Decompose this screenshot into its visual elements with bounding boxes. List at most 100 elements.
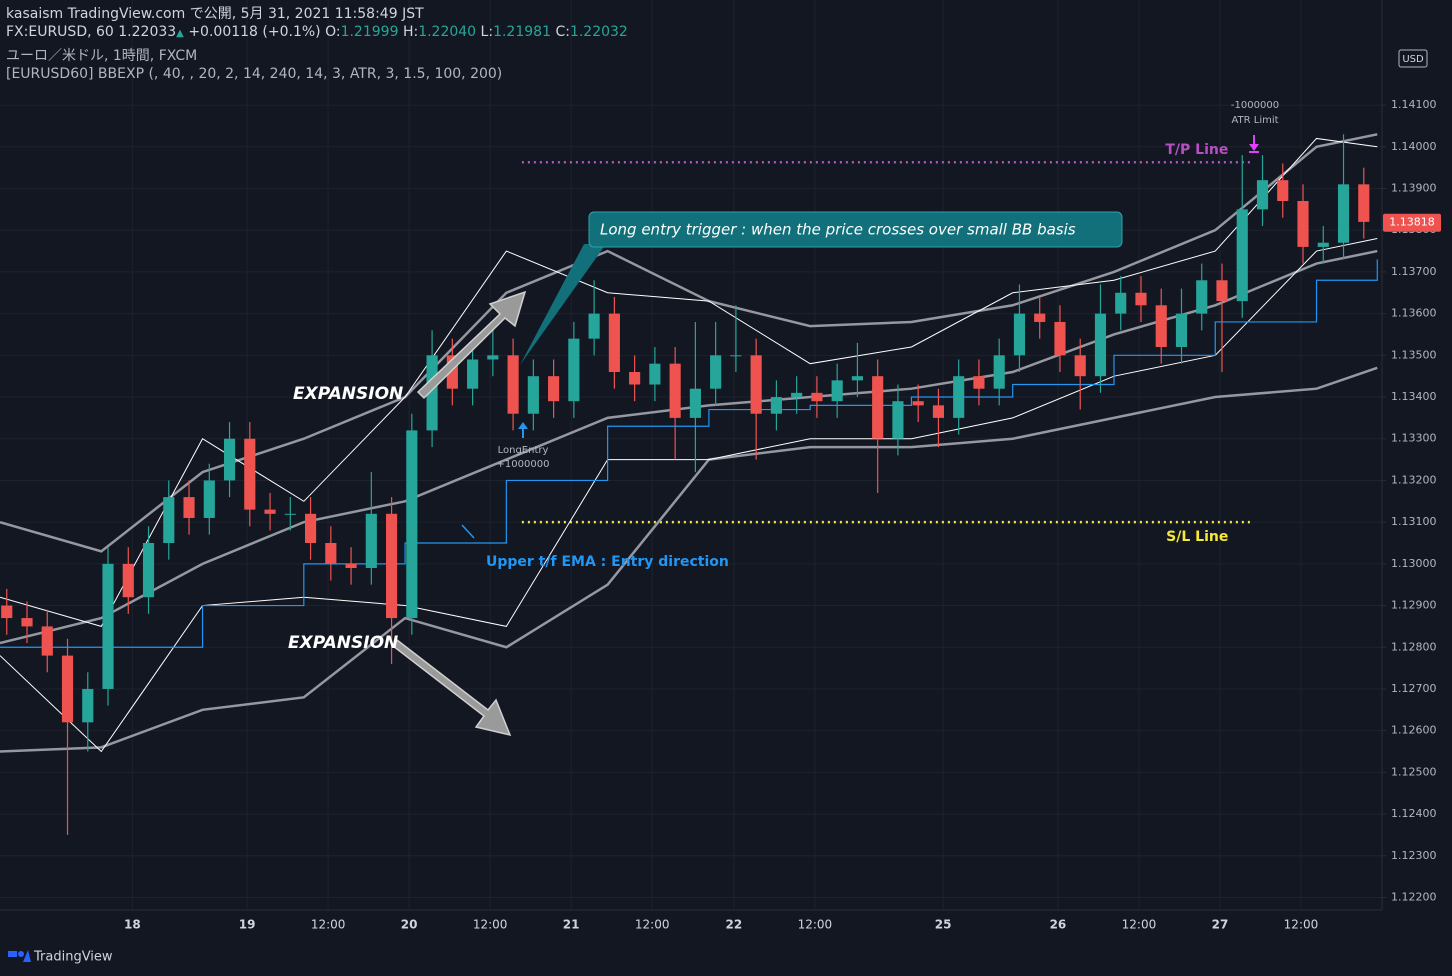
callout-box — [588, 211, 1123, 248]
annotation: EXPANSION — [293, 384, 403, 404]
candle-body — [304, 513, 317, 543]
ohlc-value: 1.21999 — [340, 24, 399, 40]
x-tick-label: 19 — [239, 918, 256, 932]
candle-body — [1256, 180, 1269, 210]
candle-body — [183, 497, 195, 518]
candle-body — [1216, 280, 1228, 302]
candle-body — [993, 355, 1005, 389]
ema-pointer — [461, 524, 475, 539]
x-tick-label: 12:00 — [311, 918, 346, 932]
entry-label: LongEntry — [498, 445, 549, 456]
y-tick-label: 1.13900 — [1391, 182, 1437, 195]
candle-body — [831, 380, 843, 402]
candle-body — [872, 376, 884, 439]
candle-body — [527, 376, 539, 414]
candle-body — [82, 688, 94, 723]
candle-body — [1175, 313, 1188, 347]
ohlc-key: L: — [480, 24, 494, 40]
candle-body — [21, 618, 33, 627]
candle-body — [142, 542, 155, 598]
candle-body — [710, 355, 722, 389]
y-tick-label: 1.13100 — [1391, 515, 1437, 528]
candle-body — [1337, 184, 1350, 243]
candle-body — [811, 392, 823, 402]
y-tick-label: 1.14100 — [1391, 98, 1437, 111]
candle-body — [426, 355, 438, 431]
exit-label: ATR Limit — [1231, 115, 1278, 126]
x-tick-label: 27 — [1212, 918, 1229, 932]
candle-body — [791, 392, 803, 398]
y-tick-label: 1.12900 — [1391, 599, 1437, 612]
candle-body — [649, 363, 661, 385]
ohlc-key: O: — [325, 24, 341, 40]
level-label: S/L Line — [1166, 529, 1228, 545]
plot — [0, 133, 1378, 835]
header-line: FX:EURUSD, 60 1.22033▲ +0.00118 (+0.1%) … — [6, 23, 628, 43]
callout-pointer — [520, 244, 606, 365]
candle-body — [1236, 209, 1248, 302]
candle-body — [244, 438, 256, 510]
candle-body — [284, 513, 296, 515]
x-tick-label: 12:00 — [1284, 918, 1319, 932]
candle-body — [1094, 313, 1107, 377]
candle-body — [61, 655, 74, 723]
last-price-tag — [1383, 213, 1441, 232]
candle-body — [932, 405, 945, 418]
candle-body — [851, 376, 863, 381]
currency: USD — [1402, 54, 1424, 65]
exit-qty: -1000000 — [1231, 100, 1279, 111]
up-triangle: ▲ — [176, 28, 184, 39]
y-tick-label: 1.13700 — [1391, 265, 1437, 278]
candle-body — [629, 372, 641, 385]
exit-arrow-head — [1249, 144, 1259, 151]
candle-body — [345, 563, 357, 569]
x-tick-label: 25 — [935, 918, 952, 932]
y-tick-label: 1.12700 — [1391, 682, 1437, 695]
header-line: ユーロ／米ドル, 1時間, FXCM — [6, 48, 198, 64]
x-tick-label: 26 — [1050, 918, 1067, 932]
y-tick-label: 1.12300 — [1391, 849, 1437, 862]
callout-text: Long entry trigger : when the price cros… — [600, 221, 1076, 239]
candle-body — [1196, 280, 1208, 314]
candle-body — [770, 397, 782, 414]
y-tick-label: 1.12600 — [1391, 724, 1437, 737]
candle-body — [1358, 184, 1370, 222]
indicator-line — [0, 249, 1378, 645]
last-price-label: 1.13818 — [1389, 216, 1435, 229]
y-tick-label: 1.12800 — [1391, 640, 1437, 653]
ohlc-key: H: — [402, 24, 419, 40]
candle-body — [264, 509, 276, 514]
y-tick-label: 1.13000 — [1391, 557, 1437, 570]
x-tick-label: 20 — [401, 918, 418, 932]
change: +0.00118 (+0.1%) — [188, 24, 321, 40]
ohlc-value: 1.22040 — [418, 24, 477, 40]
x-tick-label: 12:00 — [473, 918, 508, 932]
header-line: [EURUSD60] BBEXP (, 40, , 20, 2, 14, 240… — [6, 66, 503, 82]
y-tick-label: 1.12500 — [1391, 765, 1437, 778]
candle-body — [892, 401, 904, 439]
candle-body — [1054, 321, 1066, 356]
candle-body — [689, 388, 701, 418]
candle-body — [1297, 201, 1309, 247]
candle-body — [365, 513, 377, 569]
y-tick-label: 1.13400 — [1391, 390, 1437, 403]
currency-box — [1398, 49, 1428, 68]
candle-body — [1, 605, 13, 619]
candle-body — [548, 376, 560, 402]
expansion-arrow — [416, 290, 527, 400]
level-label: T/P Line — [1165, 142, 1228, 158]
candle-body — [1135, 292, 1147, 306]
candle-body — [41, 626, 53, 656]
footer-brand: TradingView — [33, 950, 113, 965]
candle-body — [912, 401, 924, 406]
candle-body — [467, 359, 479, 389]
x-tick-label: 12:00 — [1122, 918, 1157, 932]
candle-body — [102, 563, 114, 689]
x-tick-label: 12:00 — [798, 918, 833, 932]
annotation: Upper t/f EMA : Entry direction — [486, 554, 729, 570]
candle-body — [953, 376, 965, 418]
y-tick-label: 1.13200 — [1391, 473, 1437, 486]
candle-body — [750, 355, 762, 414]
